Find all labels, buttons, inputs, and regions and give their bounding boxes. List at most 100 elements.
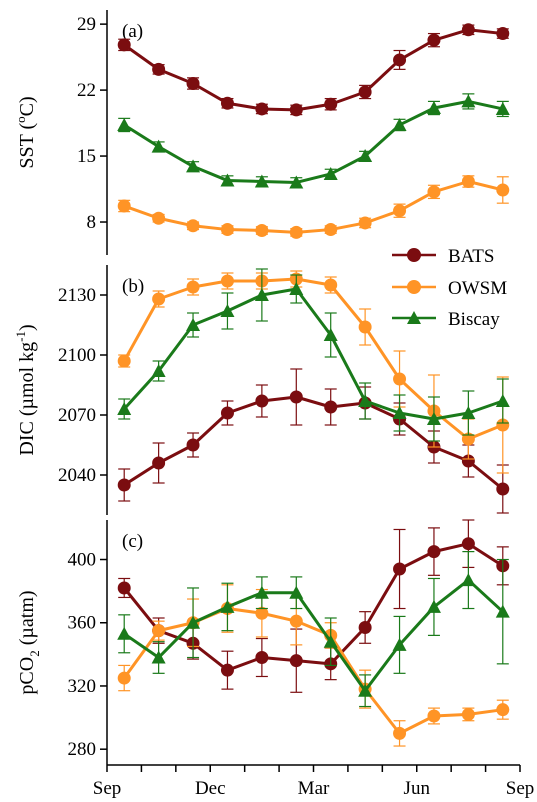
y-tick-label: 400 <box>68 550 97 571</box>
y-tick-label: 2040 <box>58 465 96 486</box>
series-line-bats <box>123 542 504 672</box>
data-point-bats <box>324 400 338 414</box>
data-point-bats <box>289 390 303 404</box>
legend-label-biscay: Biscay <box>448 309 500 330</box>
data-point-biscay <box>289 175 304 189</box>
series-line-biscay <box>123 578 504 693</box>
data-point-bats <box>117 581 131 595</box>
data-point-bats <box>220 96 234 110</box>
data-point-bats <box>289 103 303 117</box>
data-point-bats <box>220 663 234 677</box>
data-point-owsm <box>358 216 372 230</box>
data-point-biscay <box>289 585 304 599</box>
series-line-bats <box>123 395 504 491</box>
y-tick-label: 22 <box>77 80 96 101</box>
data-point-bats <box>427 545 441 559</box>
data-point-biscay <box>392 406 407 419</box>
data-point-biscay <box>220 599 235 613</box>
data-point-bats <box>186 77 200 90</box>
y-axis-title: DIC (µmol kg-1) <box>13 324 38 455</box>
legend: BATS OWSM Biscay <box>392 246 507 330</box>
y-tick-label: 320 <box>68 676 97 697</box>
data-point-owsm <box>496 703 510 717</box>
data-point-owsm <box>117 354 131 368</box>
series-line-bats <box>123 28 503 112</box>
x-tick-label: Dec <box>195 778 226 799</box>
data-point-owsm <box>393 204 407 218</box>
data-point-biscay <box>254 174 269 188</box>
data-point-biscay <box>392 637 407 651</box>
legend-label-owsm: OWSM <box>448 278 507 299</box>
data-point-biscay <box>392 117 407 131</box>
data-point-biscay <box>117 402 132 415</box>
panel-label: (b) <box>122 276 144 297</box>
series-line-owsm <box>122 277 504 441</box>
data-point-owsm <box>255 224 269 237</box>
series-biscay <box>117 551 510 708</box>
data-point-owsm <box>393 372 407 386</box>
data-point-biscay <box>426 599 441 613</box>
x-tick-label: Sep <box>93 778 122 799</box>
data-point-bats <box>427 33 441 47</box>
data-point-biscay <box>358 683 373 697</box>
series-biscay <box>117 93 510 189</box>
data-point-owsm <box>393 726 407 740</box>
data-point-biscay <box>289 282 304 295</box>
data-point-owsm <box>152 292 166 306</box>
data-point-bats <box>117 478 131 492</box>
data-point-owsm <box>324 223 338 237</box>
data-point-bats <box>186 438 200 452</box>
y-tick-label: 8 <box>87 212 97 233</box>
data-point-bats <box>496 27 510 41</box>
data-point-biscay <box>117 117 132 131</box>
series-bats <box>117 368 510 514</box>
legend-marker-owsm <box>407 280 421 294</box>
series-line-biscay <box>123 99 504 184</box>
legend-marker-bats <box>407 248 421 262</box>
data-point-biscay <box>186 318 201 331</box>
data-point-owsm <box>186 280 200 294</box>
series-line-owsm <box>123 180 504 234</box>
data-point-biscay <box>495 604 510 618</box>
data-point-biscay <box>186 159 201 173</box>
legend-marker-biscay <box>407 311 421 324</box>
data-point-biscay <box>426 101 441 114</box>
panel-3: 280 320 360 400 pCO2 (µatm) (c) <box>16 519 510 765</box>
data-point-biscay <box>151 139 166 153</box>
data-point-owsm <box>289 614 303 628</box>
data-point-bats <box>255 102 269 116</box>
data-point-owsm <box>427 709 441 723</box>
data-point-bats <box>358 620 372 634</box>
y-tick-label: 2100 <box>58 345 96 366</box>
x-tick-label: Sep <box>506 778 535 799</box>
data-point-biscay <box>323 328 338 341</box>
data-point-biscay <box>186 615 201 629</box>
data-point-bats <box>220 406 234 420</box>
data-point-owsm <box>427 185 441 199</box>
panel-1: 8 15 22 29 SST (oC) (a) <box>13 10 510 255</box>
data-point-biscay <box>254 288 269 301</box>
data-point-biscay <box>358 149 373 163</box>
data-point-owsm <box>461 175 475 188</box>
data-point-bats <box>393 562 407 576</box>
data-point-biscay <box>151 364 166 377</box>
data-point-bats <box>358 85 372 99</box>
data-point-biscay <box>461 573 476 587</box>
data-point-bats <box>152 456 166 470</box>
series-owsm <box>117 584 510 747</box>
y-tick-label: 280 <box>68 739 97 760</box>
data-point-biscay <box>220 173 235 187</box>
data-point-owsm <box>461 707 475 721</box>
panel-label: (c) <box>122 531 143 552</box>
y-axis-title: pCO2 (µatm) <box>16 590 42 694</box>
data-point-biscay <box>151 650 166 664</box>
y-tick-label: 29 <box>77 14 96 35</box>
y-tick-label: 15 <box>77 146 96 167</box>
data-point-biscay <box>495 394 510 407</box>
x-tick-label: Jun <box>404 778 431 799</box>
data-point-owsm <box>186 219 200 233</box>
data-point-owsm <box>220 223 234 237</box>
data-point-bats <box>496 482 510 496</box>
data-point-biscay <box>117 626 132 640</box>
